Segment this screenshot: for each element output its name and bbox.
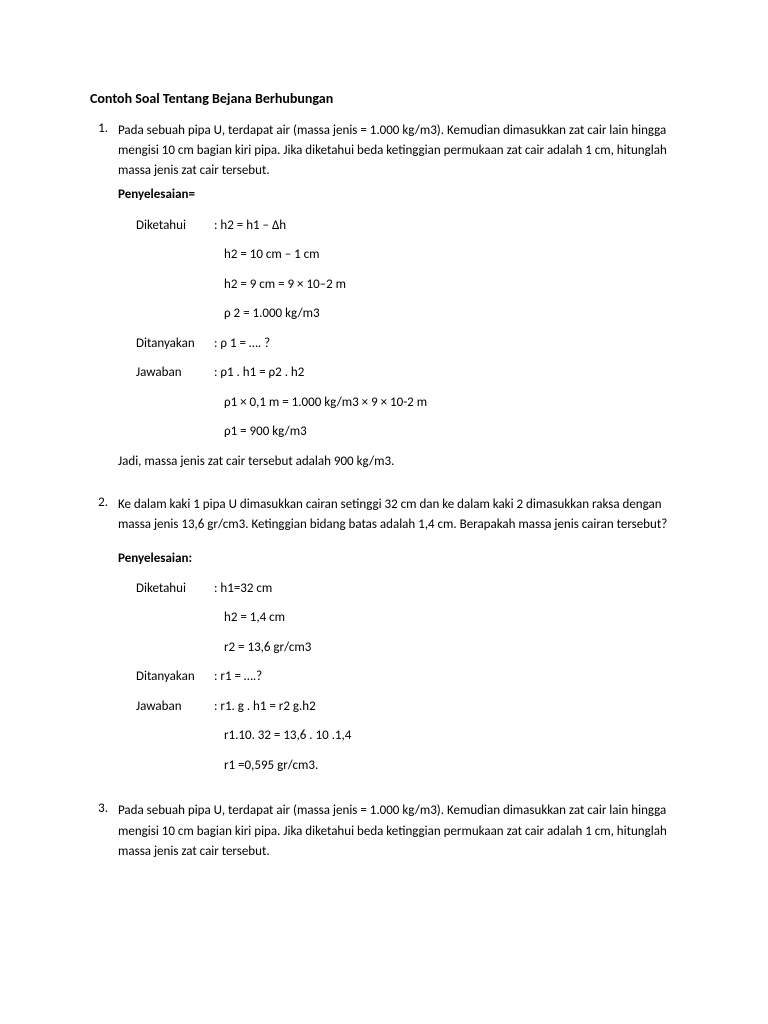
given-value: h2 = 9 cm = 9 × 10–2 m [224,275,678,295]
asked-value: : r1 = ….? [214,667,678,687]
problem-text: Pada sebuah pipa U, terdapat air (massa … [118,121,678,206]
given-label: Diketahui [136,579,214,599]
problem-1: 1. Pada sebuah pipa U, terdapat air (mas… [90,121,678,469]
problem-text: Ke dalam kaki 1 pipa U dimasukkan cairan… [118,495,678,569]
answer-label: Jawaban [136,363,214,383]
problem-text: Pada sebuah pipa U, terdapat air (massa … [118,801,678,861]
given-value: r2 = 13,6 gr/cm3 [224,638,678,658]
given-value: h2 = 10 cm – 1 cm [224,245,678,265]
given-value: ρ 2 = 1.000 kg/m3 [224,304,678,324]
answer-value: ρ1 × 0,1 m = 1.000 kg/m3 × 9 × 10-2 m [224,393,678,413]
answer-value: r1 =0,595 gr/cm3. [224,756,678,776]
problem-number: 2. [90,495,118,569]
solution-steps: Diketahui : h2 = h1 – Δh h2 = 10 cm – 1 … [136,216,678,442]
problem-3: 3. Pada sebuah pipa U, terdapat air (mas… [90,801,678,861]
given-label: Diketahui [136,216,214,236]
answer-value: r1.10. 32 = 13,6 . 10 .1,4 [224,726,678,746]
asked-label: Ditanyakan [136,334,214,354]
question-text: Ke dalam kaki 1 pipa U dimasukkan cairan… [118,497,667,532]
question-text: Pada sebuah pipa U, terdapat air (massa … [118,803,667,858]
question-text: Pada sebuah pipa U, terdapat air (massa … [118,123,667,178]
answer-value: ρ1 = 900 kg/m3 [224,422,678,442]
page-title: Contoh Soal Tentang Bejana Berhubungan [90,90,678,107]
answer-value: : ρ1 . h1 = ρ2 . h2 [214,363,678,383]
answer-value: : r1. g . h1 = r2 g.h2 [214,697,678,717]
problem-number: 3. [90,801,118,861]
solution-heading: Penyelesaian= [118,185,678,205]
problem-2: 2. Ke dalam kaki 1 pipa U dimasukkan cai… [90,495,678,776]
conclusion-text: Jadi, massa jenis zat cair tersebut adal… [118,454,678,469]
solution-steps: Diketahui : h1=32 cm h2 = 1,4 cm r2 = 13… [136,579,678,776]
document-page: Contoh Soal Tentang Bejana Berhubungan 1… [0,0,768,928]
given-value: : h2 = h1 – Δh [214,216,678,236]
asked-label: Ditanyakan [136,667,214,687]
problem-number: 1. [90,121,118,206]
given-value: h2 = 1,4 cm [224,608,678,628]
solution-heading: Penyelesaian: [118,549,678,569]
answer-label: Jawaban [136,697,214,717]
asked-value: : ρ 1 = …. ? [214,334,678,354]
given-value: : h1=32 cm [214,579,678,599]
